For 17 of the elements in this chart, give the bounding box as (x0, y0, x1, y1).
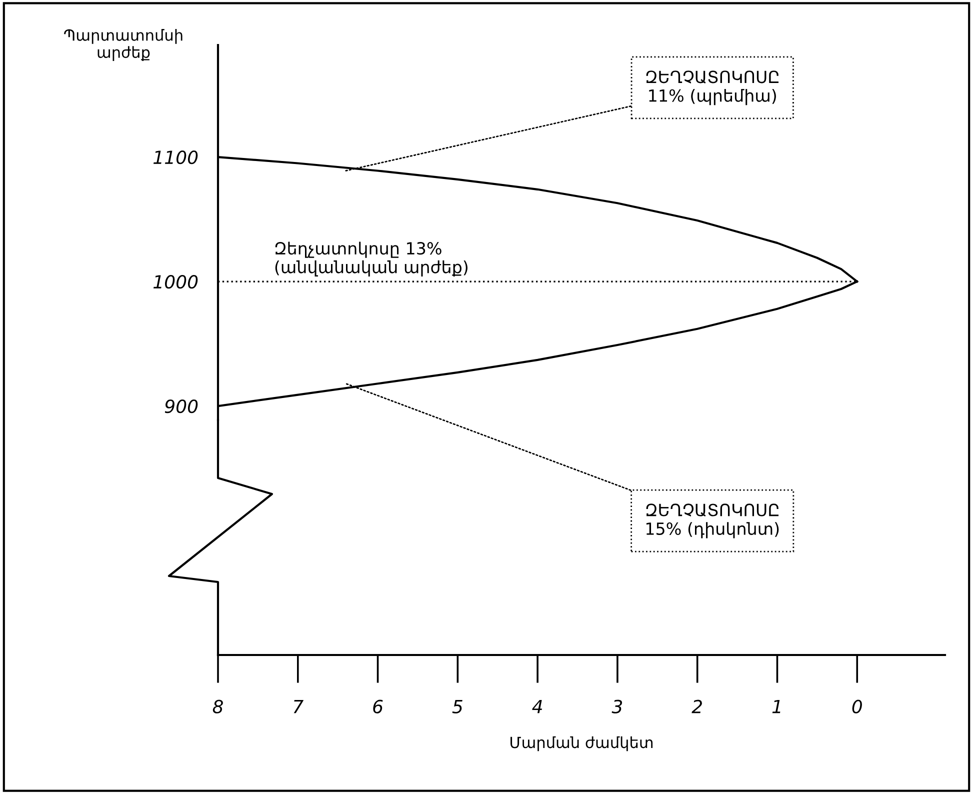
x-tick-label: 5 (452, 700, 462, 714)
y-tick-label: 1100 (153, 150, 198, 164)
annotation: ԶԵՂՉԱՏՈԿՈՍԸ 11% (պրեմիա) (646, 70, 778, 106)
annotation: ԶԵՂՉԱՏՈԿՈՍԸ 15% (դիսկոնտ) (646, 504, 779, 538)
x-tick-label: 6 (373, 700, 383, 714)
x-tick-label: 1 (772, 700, 780, 714)
y-tick-label: 1000 (153, 274, 198, 289)
x-tick-label: 7 (294, 700, 304, 714)
x-tick-label: 3 (612, 700, 622, 714)
x-tick-label: 2 (692, 700, 702, 714)
x-axis-title: Մարման ժամկետ (510, 736, 653, 752)
x-tick-label: 0 (852, 700, 862, 714)
x-tick-label: 4 (532, 700, 542, 714)
x-tick-label: 8 (212, 700, 223, 714)
ref-line-label: Զեղչատոկոսը 13% (անվանական արժեք) (275, 242, 468, 277)
y-tick-label: 900 (164, 399, 198, 414)
y-axis-title: Պարտատոմսի արժեք (64, 29, 182, 61)
